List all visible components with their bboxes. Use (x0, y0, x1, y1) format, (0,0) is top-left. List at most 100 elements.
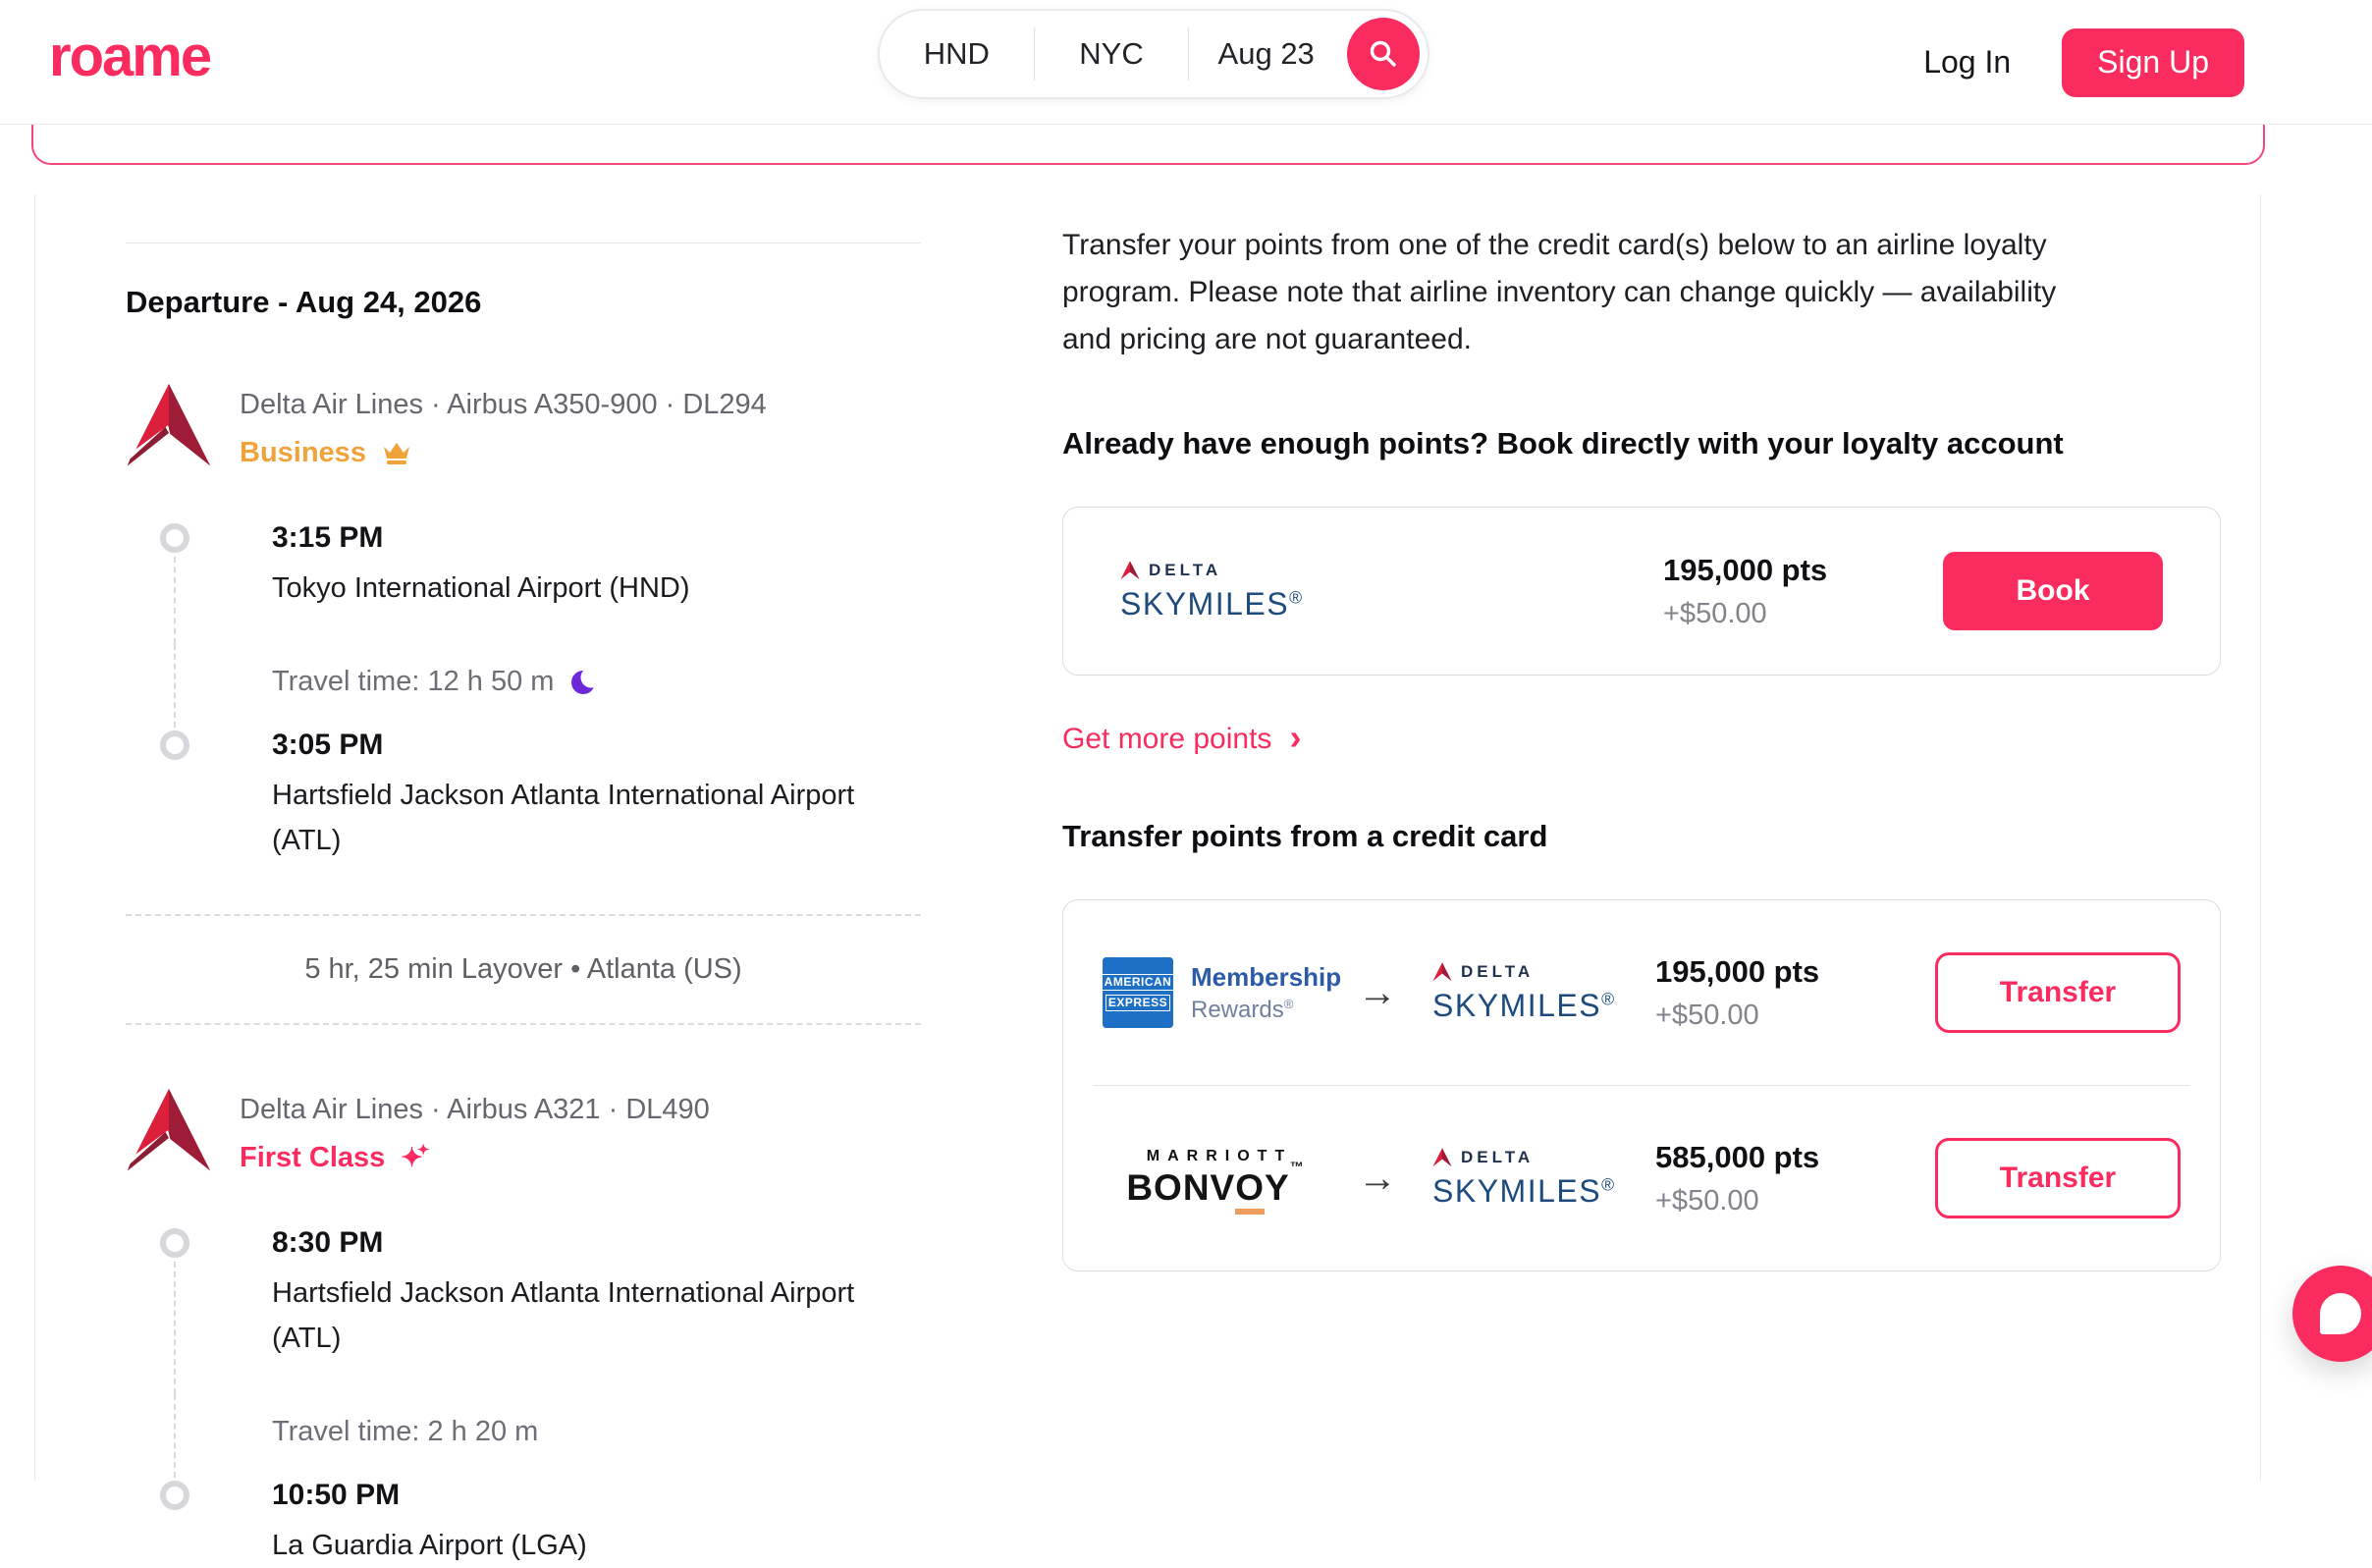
sign-up-button[interactable]: Sign Up (2062, 27, 2244, 97)
delta-triangle-icon (1432, 1147, 1452, 1166)
delta-triangle-icon (1120, 560, 1140, 579)
cash-fee: +$50.00 (1655, 1184, 1759, 1217)
search-date[interactable]: Aug 23 (1217, 36, 1315, 71)
travel-time: Travel time: 2 h 20 m (272, 1416, 539, 1447)
travel-time: Travel time: 12 h 50 m (272, 666, 555, 697)
itinerary-section: Departure - Aug 24, 2026 Delta Air Lines… (120, 243, 921, 1568)
timeline-arrival-dot (160, 730, 189, 760)
amex-word-american: AMERICAN (1101, 974, 1175, 991)
header-actions: Log In Sign Up (1923, 0, 2244, 125)
top-header: roame HND NYC Aug 23 Log In Sign Up (0, 0, 2372, 125)
registered-mark: ® (1601, 1173, 1616, 1194)
timeline-line (174, 1394, 176, 1478)
flight-segment-2: Delta Air Lines · Airbus A321 · DL490 Fi… (120, 1088, 921, 1568)
log-in-button[interactable]: Log In (1923, 44, 2012, 80)
delta-skymiles-logo: DELTA SKYMILES® (1432, 1148, 1644, 1210)
flight-meta: Delta Air Lines · Airbus A321 · DL490 (240, 1094, 710, 1125)
flight-detail-panel (34, 194, 2261, 1481)
transfer-heading: Transfer points from a credit card (1062, 819, 1548, 853)
timeline-arrival-dot (160, 1481, 189, 1510)
rewards-label: Rewards (1191, 996, 1284, 1023)
layover-divider (126, 914, 921, 916)
transfer-row-amex: AMERICAN EXPRESS Membership Rewards® → (1063, 900, 2220, 1085)
pill-divider (1188, 27, 1190, 81)
roame-logo[interactable]: roame (49, 25, 212, 88)
registered-mark: ® (1601, 988, 1616, 1008)
pill-divider (1033, 27, 1035, 81)
amex-word-express: EXPRESS (1105, 995, 1171, 1011)
skymiles-wordmark: SKYMILES (1432, 987, 1602, 1023)
transfer-intro-text: Transfer your points from one of the cre… (1062, 229, 2057, 355)
search-origin[interactable]: HND (923, 36, 990, 71)
cabin-label: First Class (240, 1142, 386, 1173)
direct-booking-card: DELTA SKYMILES® 195,000 pts +$50.00 Book (1062, 507, 2221, 676)
departure-airport: Hartsfield Jackson Atlanta International… (272, 1277, 855, 1354)
points-cost: 195,000 pts +$50.00 (1663, 553, 1943, 630)
timeline-line (174, 1262, 176, 1394)
delta-skymiles-logo: DELTA SKYMILES® (1432, 962, 1644, 1024)
crown-icon (383, 442, 409, 464)
sparkle-icon: ✦✦ (401, 1142, 430, 1172)
chat-bubble-icon (2320, 1293, 2361, 1334)
points-value: 195,000 pts (1663, 552, 1828, 587)
skymiles-wordmark: SKYMILES (1120, 585, 1290, 622)
timeline-origin-dot (160, 523, 189, 553)
bonvoy-underlined-o: O (1235, 1167, 1265, 1215)
search-destination[interactable]: NYC (1079, 36, 1144, 71)
timeline-line (174, 557, 176, 644)
row-divider (1093, 1085, 2190, 1086)
chevron-right-icon: › (1289, 717, 1302, 757)
delta-wordmark: DELTA (1461, 1147, 1535, 1166)
marriott-bonvoy-logo: MARRIOTT BONVOY™ (1103, 1148, 1328, 1215)
get-more-points-label: Get more points (1062, 723, 1272, 755)
points-value: 585,000 pts (1655, 1139, 1820, 1174)
layover-divider (126, 1023, 921, 1025)
search-summary-pill[interactable]: HND NYC Aug 23 (878, 9, 1429, 99)
direct-booking-heading: Already have enough points? Book directl… (1062, 426, 2064, 460)
chat-widget-button[interactable] (2292, 1266, 2372, 1362)
points-value: 195,000 pts (1655, 953, 1820, 989)
arrow-right-icon: → (1358, 1156, 1397, 1200)
delta-airlines-logo (120, 1088, 212, 1176)
cabin-label: Business (240, 437, 366, 468)
registered-mark: ® (1283, 996, 1294, 1011)
booking-section: Transfer your points from one of the cre… (1062, 222, 2221, 1271)
delta-wordmark: DELTA (1461, 961, 1535, 981)
amex-box-logo: AMERICAN EXPRESS (1101, 957, 1175, 1028)
delta-skymiles-logo: DELTA SKYMILES® (1120, 561, 1331, 622)
membership-label: Membership (1191, 961, 1342, 992)
timeline-line (174, 644, 176, 728)
arrival-airport: La Guardia Airport (LGA) (272, 1530, 587, 1561)
bonvoy-wordmark: BONVOY™ (1126, 1159, 1304, 1215)
arrival-time: 3:05 PM (272, 729, 384, 761)
arrow-right-icon: → (1358, 970, 1397, 1014)
search-button[interactable] (1347, 18, 1421, 90)
cabin-class: Business (240, 437, 767, 469)
departure-time: 3:15 PM (272, 521, 384, 554)
timeline-rail (160, 520, 189, 644)
points-cost: 195,000 pts +$50.00 (1655, 954, 1935, 1032)
points-cost: 585,000 pts +$50.00 (1655, 1140, 1935, 1217)
arrival-time: 10:50 PM (272, 1479, 401, 1511)
moon-icon (569, 667, 602, 698)
transfer-row-marriott: MARRIOTT BONVOY™ → DELTA SKYMILES® 585,0… (1063, 1086, 2220, 1271)
transfer-button-marriott[interactable]: Transfer (1935, 1138, 2181, 1218)
timeline-origin-dot (160, 1228, 189, 1258)
transfer-options-card: AMERICAN EXPRESS Membership Rewards® → (1062, 899, 2221, 1271)
cash-fee: +$50.00 (1655, 999, 1759, 1031)
delta-wordmark: DELTA (1149, 560, 1222, 579)
transfer-button-amex[interactable]: Transfer (1935, 952, 2181, 1033)
book-button[interactable]: Book (1943, 552, 2163, 630)
flight-segment-1: Delta Air Lines · Airbus A350-900 · DL29… (120, 383, 921, 863)
departure-airport: Tokyo International Airport (HND) (272, 572, 690, 604)
skymiles-wordmark: SKYMILES (1432, 1172, 1602, 1209)
registered-mark: ® (1289, 586, 1304, 607)
marriott-wordmark: MARRIOTT (1146, 1148, 1293, 1164)
flight-meta: Delta Air Lines · Airbus A350-900 · DL29… (240, 389, 767, 420)
arrival-airport: Hartsfield Jackson Atlanta International… (272, 780, 855, 856)
delta-triangle-icon (1432, 961, 1452, 981)
delta-airlines-logo (120, 383, 212, 471)
trademark-mark: ™ (1289, 1158, 1305, 1174)
get-more-points-link[interactable]: Get more points › (1062, 717, 1302, 757)
departure-heading: Departure - Aug 24, 2026 (126, 285, 482, 319)
